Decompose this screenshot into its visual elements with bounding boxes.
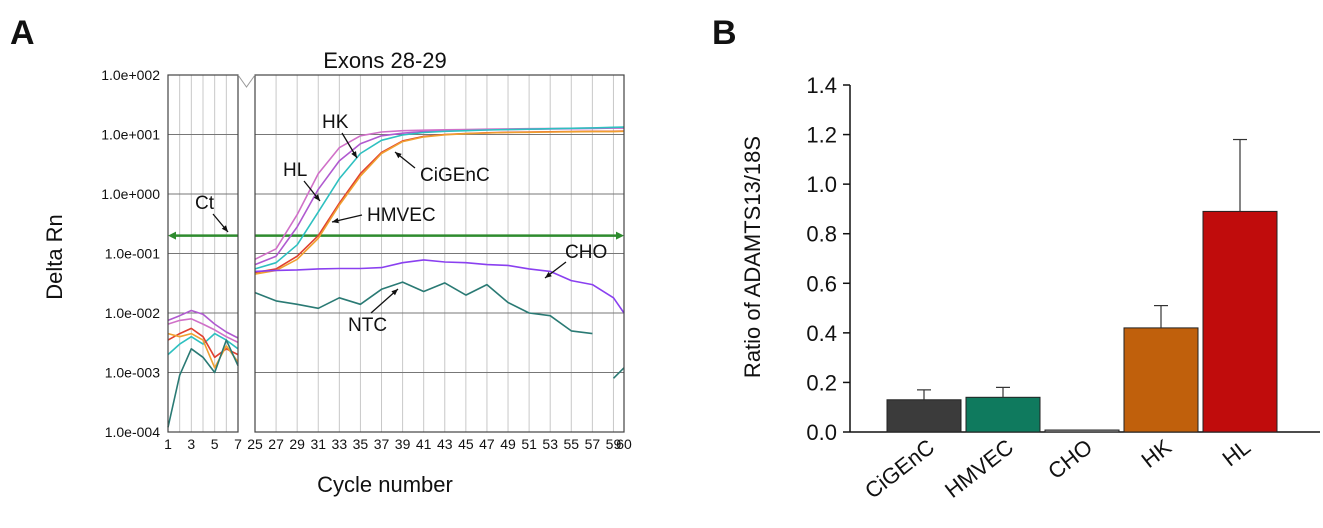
y-tick-label: 1.0e+001 [101,127,160,143]
x-tick-label: 49 [500,436,516,452]
y-tick-label: 0.4 [806,321,837,346]
y-tick-label: 0.0 [806,420,837,445]
x-tick-label: 25 [247,436,263,452]
x-tick-label: 5 [211,436,219,452]
annotation-arrowhead [395,152,402,159]
x-tick-label: 55 [563,436,579,452]
chart-title: Exons 28-29 [323,48,447,73]
x-tick-label: 53 [542,436,558,452]
x-tick-label: 1 [164,436,172,452]
x-tick-label: 31 [310,436,326,452]
threshold-arrow [616,231,624,240]
x-tick-label: 59 [606,436,622,452]
series-line-hk [167,309,239,339]
x-tick-label: 29 [289,436,305,452]
plot-frame-left [167,74,239,433]
series-line-hl [167,317,239,344]
x-tick-label: 43 [437,436,453,452]
bar-cigenc [886,399,962,433]
plot-frame-right [254,74,625,433]
y-tick-label: 0.6 [806,271,837,296]
x-tick-label: CiGEnC [860,434,939,503]
y-tick-label: 1.0e-001 [105,246,160,262]
y-tick-label: 1.4 [806,73,837,98]
x-tick-label: HK [1137,434,1177,473]
x-tick-label: 57 [585,436,601,452]
x-tick-label: 7 [234,436,242,452]
x-tick-label: 3 [187,436,195,452]
y-tick-label: 1.0e+002 [101,67,160,83]
annotation-hk: HK [322,112,349,133]
series-line-ntc [167,339,239,428]
y-tick-label: 0.2 [806,370,837,395]
x-tick-label: 33 [332,436,348,452]
annotation-arrowhead [221,225,228,232]
annotation-arrowhead [545,271,552,278]
threshold-arrow [168,231,176,240]
annotation-cho: CHO [565,242,607,263]
x-tick-label: 41 [416,436,432,452]
annotation-hl: HL [283,160,307,181]
series-line-cigenc [254,130,625,275]
x-tick-label: 60 [616,436,632,452]
annotation-arrowhead [351,151,357,158]
x-tick-label: 51 [521,436,537,452]
annotation-ntc: NTC [348,315,387,336]
x-tick-label: 37 [374,436,390,452]
panel-a-letter: A [10,14,35,52]
annotation-hmvec: HMVEC [367,205,436,226]
x-tick-label: 27 [268,436,284,452]
bar-hmvec [965,396,1041,433]
x-tick-label: 35 [353,436,369,452]
y-tick-label: 1.0e-004 [105,424,160,440]
bar-cho [1044,429,1120,433]
bar-hl [1202,210,1278,433]
y-tick-label: 1.0 [806,172,837,197]
x-tick-label: HL [1218,434,1256,471]
axis-break-mark [237,74,256,88]
annotation-ct: Ct [195,193,215,214]
y-tick-label: 1.2 [806,123,837,148]
annotation-arrowhead [332,217,339,224]
panel-b-chart: Ratio of ADAMTS13/18S 0.0 0.2 0.4 0.6 0.8 1.0… [740,73,1320,504]
bar-hk [1123,327,1199,433]
panel-b-letter: B [712,14,737,52]
annotation-arrowhead [313,194,320,201]
x-tick-label: 45 [458,436,474,452]
x-tick-label: 39 [395,436,411,452]
y-axis-label: Delta Rn [42,214,67,300]
x-tick-label: HMVEC [940,434,1018,503]
y-tick-label: 0.8 [806,222,837,247]
y-axis-label: Ratio of ADAMTS13/18S [740,136,765,378]
series-line-cho [254,259,625,314]
series-line-ntc [612,367,625,379]
annotation-cigenc: CiGEnC [420,165,490,186]
series-line-ntc [254,281,593,335]
series-line-hmvec [254,126,625,270]
x-tick-label: CHO [1043,434,1097,484]
series-line-cigenc [167,327,239,359]
y-tick-label: 1.0e+000 [101,186,160,202]
series-line-cigenc [167,332,239,369]
panel-a-chart: Exons 28-29 Cycle number Delta Rn 1.0e+0… [42,48,632,497]
x-axis-label: Cycle number [317,472,453,497]
y-tick-label: 1.0e-002 [105,305,160,321]
annotation-arrowhead [391,289,398,296]
y-tick-label: 1.0e-003 [105,365,160,381]
x-tick-label: 47 [479,436,495,452]
